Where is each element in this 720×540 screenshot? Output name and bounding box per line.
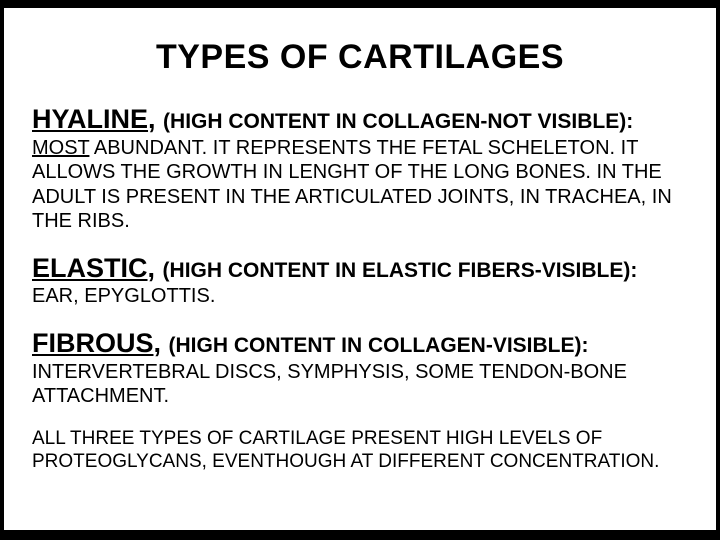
type-name: ELASTIC: [32, 253, 148, 283]
type-comma: ,: [154, 328, 169, 358]
type-paren: (HIGH CONTENT IN ELASTIC FIBERS-VISIBLE)…: [163, 259, 638, 282]
type-name: HYALINE: [32, 104, 148, 134]
type-paren: (HIGH CONTENT IN COLLAGEN-VISIBLE):: [169, 334, 589, 357]
page-title: TYPES OF CARTILAGES: [32, 38, 688, 77]
type-body: INTERVERTEBRAL DISCS, SYMPHYSIS, SOME TE…: [32, 361, 627, 407]
section-hyaline: HYALINE, (HIGH CONTENT IN COLLAGEN-NOT V…: [32, 103, 688, 234]
footer-note: ALL THREE TYPES OF CARTILAGE PRESENT HIG…: [32, 427, 688, 473]
type-body: ABUNDANT. IT REPRESENTS THE FETAL SCHELE…: [32, 137, 672, 232]
section-elastic: ELASTIC, (HIGH CONTENT IN ELASTIC FIBERS…: [32, 252, 688, 309]
type-name: FIBROUS: [32, 328, 154, 358]
type-lead: MOST: [32, 137, 89, 159]
slide: TYPES OF CARTILAGES HYALINE, (HIGH CONTE…: [4, 8, 716, 530]
section-fibrous: FIBROUS, (HIGH CONTENT IN COLLAGEN-VISIB…: [32, 327, 688, 409]
type-body: EAR, EPYGLOTTIS.: [32, 285, 215, 307]
type-comma: ,: [148, 104, 163, 134]
type-paren: (HIGH CONTENT IN COLLAGEN-NOT VISIBLE):: [163, 110, 633, 133]
type-comma: ,: [148, 253, 163, 283]
